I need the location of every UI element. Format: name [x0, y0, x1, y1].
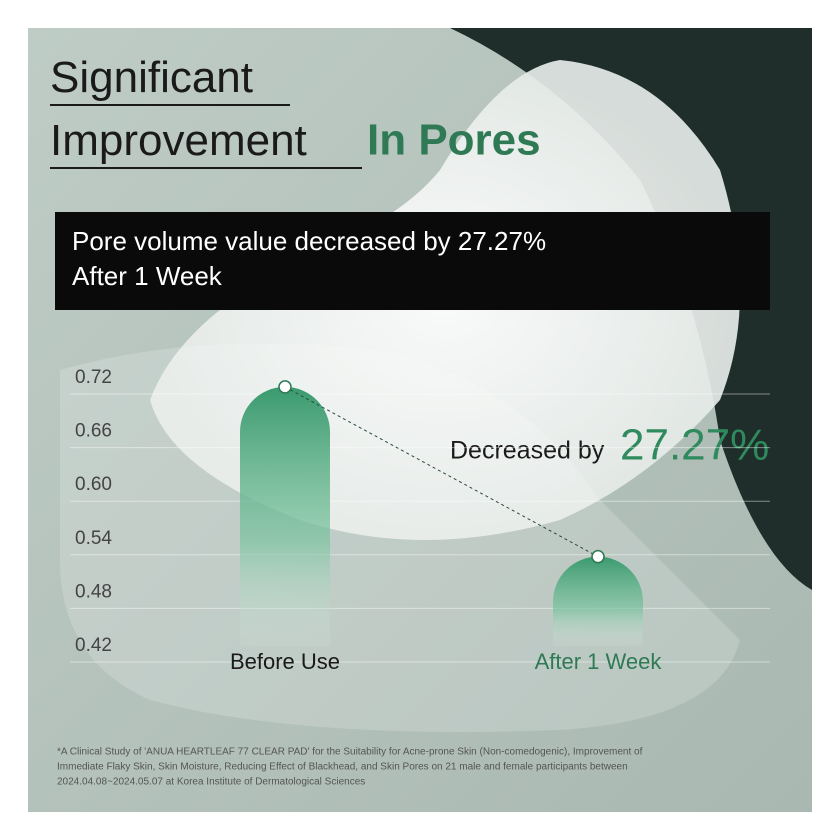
subtitle-box [55, 212, 770, 310]
chart-title: Significant Improvement [50, 53, 307, 165]
y-tick-label: 0.42 [75, 635, 112, 656]
footnote: 2024.04.08~2024.05.07 at Korea Institute… [57, 777, 365, 788]
y-tick-label: 0.72 [75, 367, 112, 388]
y-tick-label: 0.48 [75, 581, 112, 602]
value-dot [278, 380, 292, 394]
subtitle-line: After 1 Week [72, 261, 223, 291]
footnote: Immediate Flaky Skin, Skin Moisture, Red… [57, 762, 628, 773]
annotation-value: 27.27% [620, 421, 769, 470]
bar [553, 556, 643, 646]
subtitle-line: Pore volume value decreased by 27.27% [72, 226, 546, 256]
y-tick-label: 0.66 [75, 421, 112, 442]
jar [450, 28, 812, 590]
y-tick-label: 0.54 [75, 528, 112, 549]
trend-line [284, 386, 599, 558]
chart-title-highlight: In Pores [367, 116, 541, 165]
bar [240, 386, 330, 646]
y-tick-label: 0.60 [75, 474, 112, 495]
x-tick-label: After 1 Week [535, 649, 663, 674]
annotation-text: Decreased by [450, 437, 605, 465]
value-dot [591, 549, 605, 564]
x-tick-label: Before Use [230, 649, 340, 674]
footnote: *A Clinical Study of 'ANUA HEARTLEAF 77 … [57, 747, 643, 758]
